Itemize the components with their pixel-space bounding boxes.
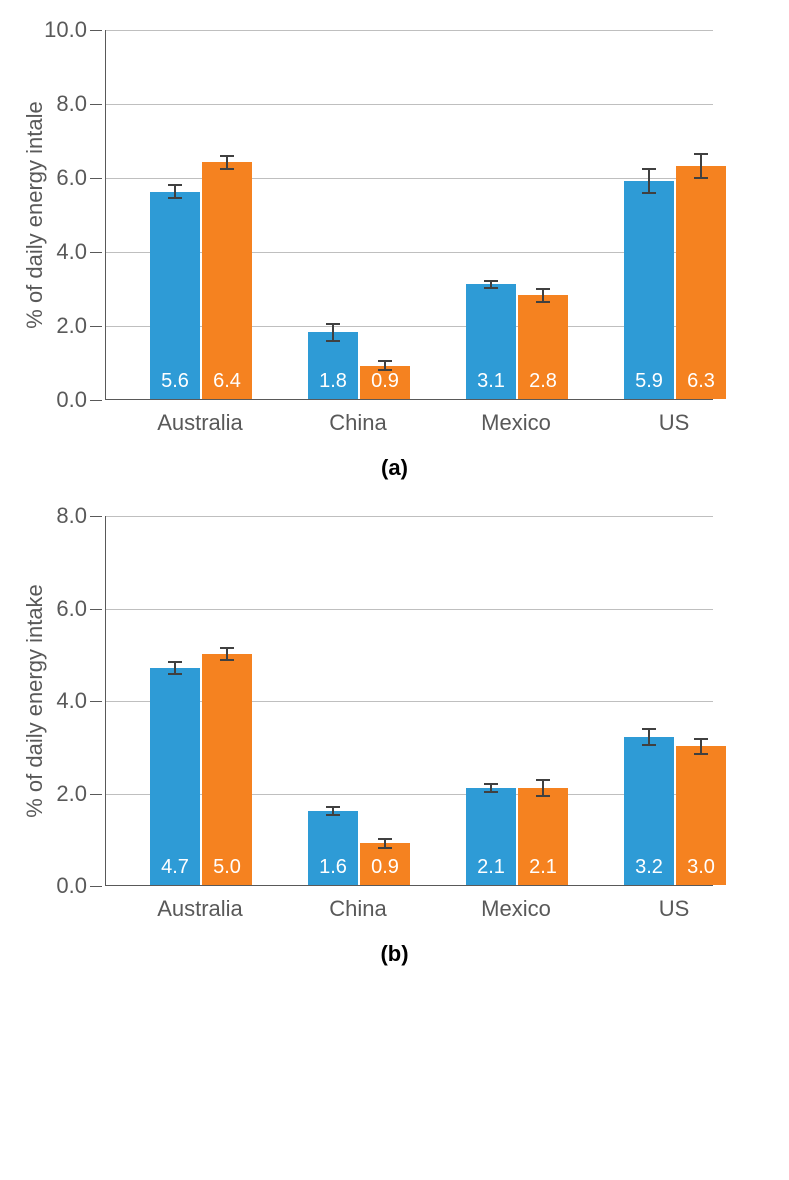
bar: 3.1 — [466, 284, 516, 399]
plot-area: 4.7 5.0 1.6 0.9 2.1 2.1 3.2 3.0 — [105, 516, 713, 886]
error-bar — [484, 280, 498, 289]
error-bar — [220, 647, 234, 661]
bar-value-label: 2.1 — [477, 856, 505, 879]
bar: 3.0 — [676, 746, 726, 885]
subplot-label-b: (b) — [25, 941, 764, 967]
bar-value-label: 5.9 — [635, 370, 663, 393]
error-bar — [642, 728, 656, 747]
bar: 2.8 — [518, 295, 568, 399]
y-tick-label: 4.0 — [56, 688, 105, 714]
bar-value-label: 5.6 — [161, 370, 189, 393]
error-bar — [220, 155, 234, 170]
figure: 5.6 6.4 1.8 0.9 3.1 2.8 5.9 6.3 0.0 2.0 4.0 6.0 8.0 1… — [0, 0, 789, 1032]
x-tick-label: China — [329, 886, 386, 922]
error-bar — [326, 806, 340, 815]
y-tick-label: 0.0 — [56, 387, 105, 413]
x-tick-label: China — [329, 400, 386, 436]
y-axis-title: % of daily energy intake — [22, 584, 48, 818]
error-bar — [484, 783, 498, 792]
bar-value-label: 1.8 — [319, 370, 347, 393]
error-bar — [642, 168, 656, 194]
y-tick-label: 2.0 — [56, 781, 105, 807]
error-bar — [168, 661, 182, 675]
bar: 0.9 — [360, 843, 410, 885]
error-bar — [326, 323, 340, 342]
error-bar — [168, 184, 182, 199]
y-tick-label: 10.0 — [44, 17, 105, 43]
bar: 2.1 — [466, 788, 516, 885]
bar-value-label: 0.9 — [371, 370, 399, 393]
bar: 2.1 — [518, 788, 568, 885]
plot-area: 5.6 6.4 1.8 0.9 3.1 2.8 5.9 6.3 — [105, 30, 713, 400]
subplot-label-a: (a) — [25, 455, 764, 481]
bar-value-label: 5.0 — [213, 856, 241, 879]
bar: 5.9 — [624, 181, 674, 399]
bar: 5.6 — [150, 192, 200, 399]
chart-b-container: 4.75.01.60.92.12.13.23.00.02.04.06.08.0%… — [25, 516, 764, 886]
bar-value-label: 2.1 — [529, 856, 557, 879]
error-bar — [378, 360, 392, 371]
bar-value-label: 3.1 — [477, 370, 505, 393]
bar: 6.3 — [676, 166, 726, 399]
y-tick-label: 2.0 — [56, 313, 105, 339]
bar-value-label: 0.9 — [371, 856, 399, 879]
bar-value-label: 3.2 — [635, 856, 663, 879]
x-tick-label: Australia — [157, 886, 243, 922]
gridline — [106, 30, 713, 31]
gridline — [106, 609, 713, 610]
x-tick-label: Australia — [157, 400, 243, 436]
gridline — [106, 516, 713, 517]
chart-a-container: 5.66.41.80.93.12.85.96.30.02.04.06.08.01… — [25, 30, 764, 400]
bar-value-label: 6.3 — [687, 370, 715, 393]
bar-value-label: 4.7 — [161, 856, 189, 879]
bar-value-label: 6.4 — [213, 370, 241, 393]
error-bar — [536, 288, 550, 303]
bar: 4.7 — [150, 668, 200, 885]
error-bar — [536, 779, 550, 798]
y-tick-label: 6.0 — [56, 596, 105, 622]
bar-value-label: 2.8 — [529, 370, 557, 393]
x-tick-label: US — [659, 400, 690, 436]
y-tick-label: 4.0 — [56, 239, 105, 265]
bar: 1.6 — [308, 811, 358, 885]
x-tick-label: Mexico — [481, 400, 551, 436]
y-tick-label: 0.0 — [56, 873, 105, 899]
bar: 1.8 — [308, 332, 358, 399]
bar-value-label: 3.0 — [687, 856, 715, 879]
bar: 5.0 — [202, 654, 252, 885]
gridline — [106, 178, 713, 179]
chart: 5.66.41.80.93.12.85.96.30.02.04.06.08.01… — [105, 30, 713, 400]
x-tick-label: US — [659, 886, 690, 922]
y-tick-label: 8.0 — [56, 503, 105, 529]
error-bar — [694, 738, 708, 755]
bar-value-label: 1.6 — [319, 856, 347, 879]
x-tick-label: Mexico — [481, 886, 551, 922]
y-axis-title: % of daily energy intale — [22, 101, 48, 328]
gridline — [106, 104, 713, 105]
y-tick-label: 8.0 — [56, 91, 105, 117]
chart: 4.75.01.60.92.12.13.23.00.02.04.06.08.0%… — [105, 516, 713, 886]
bar: 6.4 — [202, 162, 252, 399]
y-tick-label: 6.0 — [56, 165, 105, 191]
error-bar — [378, 838, 392, 849]
error-bar — [694, 153, 708, 179]
bar: 3.2 — [624, 737, 674, 885]
